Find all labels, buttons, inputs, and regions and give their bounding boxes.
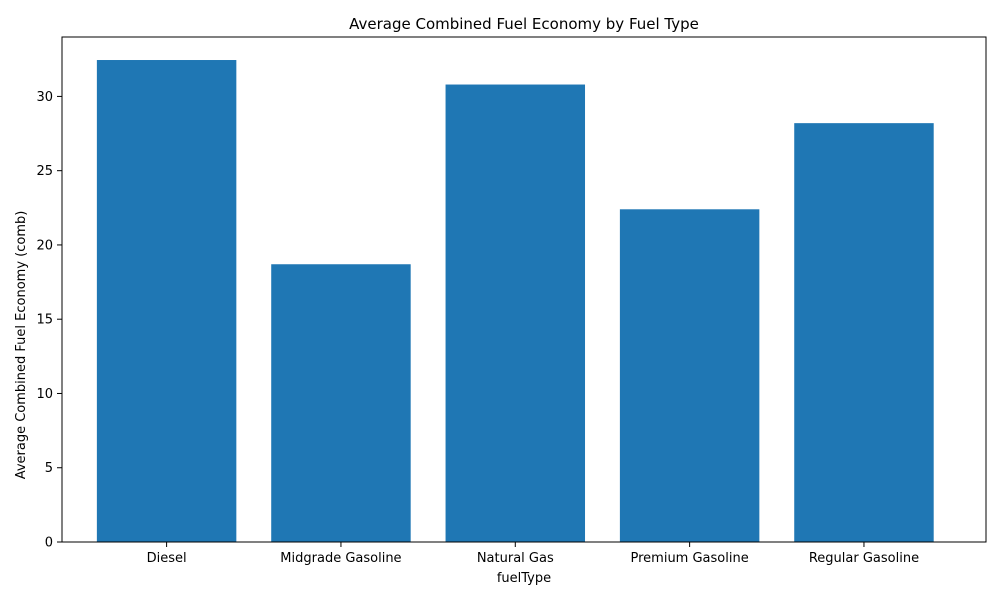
plot-area: Diesel Midgrade Gasoline Natural Gas Premiu… (36, 36, 987, 566)
x-tick-label: Natural Gas (477, 551, 554, 566)
y-tick-label: 10 (36, 387, 53, 402)
x-tick-label: Regular Gasoline (809, 551, 919, 566)
axes-frame (61, 36, 987, 543)
y-axis-label: Average Combined Fuel Economy (comb) (14, 211, 29, 480)
y-tick-label: 15 (36, 313, 53, 328)
y-tick-label: 5 (45, 461, 53, 476)
chart-title: Average Combined Fuel Economy by Fuel Ty… (349, 15, 699, 33)
y-tick-label: 0 (45, 536, 53, 551)
x-tick-label: Midgrade Gasoline (280, 551, 401, 566)
bar-premium-gasoline (619, 209, 760, 543)
bar-natural-gas (445, 84, 586, 542)
y-tick-label: 25 (36, 164, 53, 179)
y-tick-label: 20 (36, 238, 53, 253)
x-tick-label: Premium Gasoline (631, 551, 749, 566)
x-tick-label: Diesel (147, 551, 187, 566)
y-tick-label: 30 (36, 90, 53, 105)
x-axis-label: fuelType (497, 571, 551, 586)
bar-diesel (96, 60, 237, 543)
bar-regular-gasoline (794, 123, 934, 543)
bar-midgrade-gasoline (271, 264, 411, 542)
